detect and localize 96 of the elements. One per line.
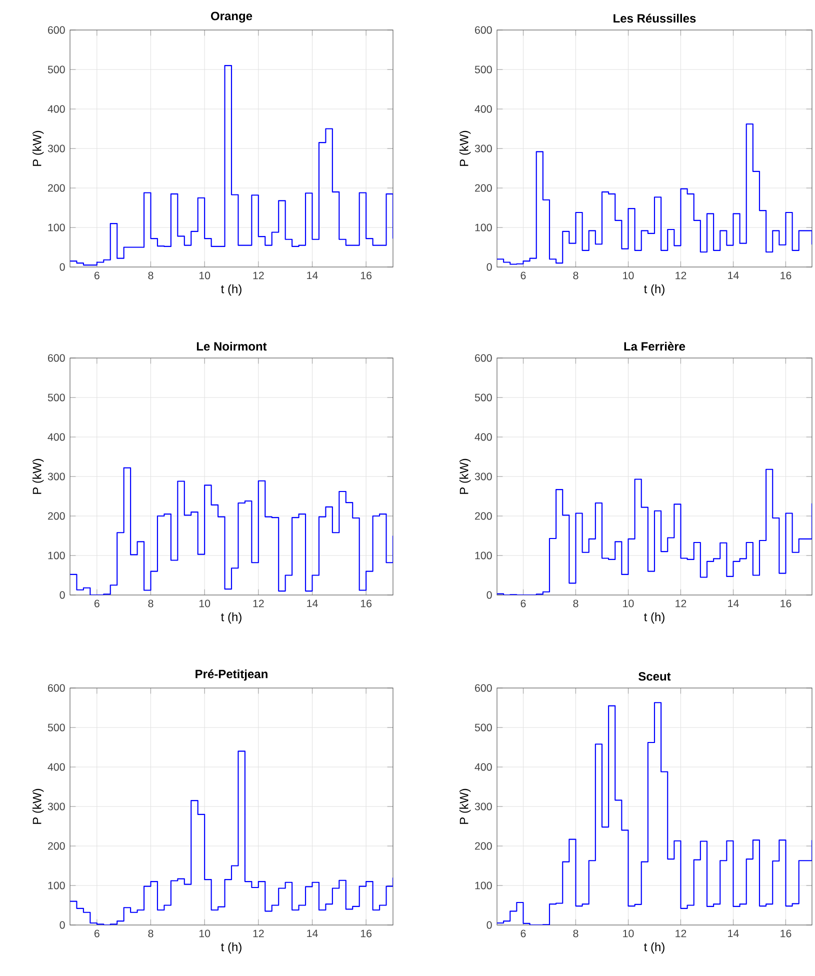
y-tick-label: 600 [48, 684, 65, 692]
chart-title: Le Noirmont [196, 342, 267, 351]
x-tick-label: 10 [623, 272, 634, 280]
x-tick-label: 16 [780, 930, 792, 938]
x-tick-label: 10 [623, 930, 634, 938]
x-tick-label: 6 [520, 272, 526, 280]
y-tick-label: 300 [474, 144, 492, 152]
y-tick-label: 300 [48, 472, 65, 480]
y-tick-label: 100 [475, 224, 492, 232]
x-tick-label: 8 [573, 930, 578, 938]
x-tick-label: 16 [780, 600, 792, 608]
y-tick-label: 100 [48, 224, 65, 232]
y-tick-label: 600 [48, 354, 65, 362]
x-tick-label: 8 [573, 600, 578, 608]
y-tick-label: 0 [486, 921, 492, 929]
x-tick-label: 6 [94, 930, 100, 938]
y-axis-title: P (kW) [32, 458, 44, 494]
chart-title: Sceut [638, 672, 671, 681]
x-axis-title: t (h) [221, 284, 242, 296]
y-tick-label: 500 [474, 66, 492, 74]
y-tick-label: 600 [475, 354, 492, 362]
y-tick-label: 100 [48, 882, 65, 890]
x-tick-label: 10 [199, 930, 210, 938]
y-tick-label: 600 [48, 26, 65, 34]
x-tick-label: 16 [360, 600, 372, 608]
y-axis-title: P (kW) [32, 788, 44, 824]
x-tick-label: 6 [94, 600, 100, 608]
x-tick-label: 6 [520, 930, 526, 938]
y-tick-label: 200 [475, 842, 492, 850]
x-tick-label: 12 [253, 272, 264, 280]
y-axis-title: P (kW) [459, 788, 471, 824]
y-tick-label: 500 [48, 66, 65, 74]
y-tick-label: 0 [60, 263, 65, 271]
y-tick-label: 400 [48, 763, 65, 771]
chart-title: Orange [210, 12, 252, 23]
x-tick-label: 8 [148, 272, 154, 280]
y-tick-label: 300 [48, 802, 65, 810]
y-tick-label: 200 [48, 184, 65, 192]
x-tick-label: 8 [573, 272, 578, 280]
x-tick-label: 12 [253, 600, 264, 608]
y-tick-label: 600 [475, 26, 492, 34]
y-tick-label: 0 [486, 263, 492, 271]
x-axis-title: t (h) [221, 942, 242, 954]
y-tick-label: 400 [474, 105, 492, 113]
y-tick-label: 600 [475, 684, 492, 692]
y-tick-label: 500 [474, 724, 492, 732]
x-axis-title: t (h) [644, 942, 664, 954]
y-tick-label: 200 [48, 512, 65, 520]
y-tick-label: 300 [48, 144, 65, 152]
x-tick-label: 14 [307, 930, 318, 938]
x-tick-label: 10 [623, 600, 634, 608]
x-axis-title: t (h) [644, 612, 664, 624]
y-axis-title: P (kW) [459, 458, 471, 494]
y-tick-label: 100 [475, 552, 492, 560]
x-tick-label: 16 [360, 930, 372, 938]
chart-title: Pré-Petitjean [196, 669, 268, 681]
y-tick-label: 200 [475, 184, 492, 192]
y-tick-label: 500 [48, 724, 65, 732]
x-tick-label: 14 [728, 272, 739, 280]
y-tick-label: 0 [60, 591, 65, 599]
x-tick-label: 16 [780, 272, 792, 280]
x-axis-title: t (h) [644, 284, 664, 296]
x-axis-title: t (h) [221, 612, 242, 624]
y-tick-label: 200 [48, 842, 65, 850]
y-tick-label: 0 [60, 921, 65, 929]
y-tick-label: 200 [475, 512, 492, 520]
y-tick-label: 400 [474, 433, 492, 441]
x-tick-label: 10 [199, 600, 210, 608]
y-axis-title: P (kW) [32, 130, 44, 166]
x-tick-label: 16 [360, 272, 372, 280]
y-tick-label: 500 [474, 394, 492, 402]
x-tick-label: 14 [307, 272, 318, 280]
x-tick-label: 8 [148, 930, 154, 938]
y-tick-label: 0 [486, 591, 492, 599]
x-tick-label: 12 [676, 600, 686, 608]
x-tick-label: 12 [676, 930, 686, 938]
y-tick-label: 300 [474, 472, 492, 480]
x-tick-label: 12 [676, 272, 686, 280]
x-tick-label: 14 [728, 930, 739, 938]
y-tick-label: 400 [474, 763, 492, 771]
y-tick-label: 400 [48, 433, 65, 441]
y-tick-label: 300 [474, 802, 492, 810]
y-axis-title: P (kW) [459, 130, 471, 166]
x-tick-label: 10 [199, 272, 210, 280]
chart-title: La Ferrière [624, 342, 686, 351]
y-tick-label: 500 [48, 394, 65, 402]
x-tick-label: 14 [307, 600, 318, 608]
chart-title: Les Réussilles [614, 14, 696, 23]
x-tick-label: 6 [94, 272, 100, 280]
x-tick-label: 6 [520, 600, 526, 608]
x-tick-label: 14 [728, 600, 739, 608]
y-tick-label: 100 [475, 882, 492, 890]
y-tick-label: 100 [48, 552, 65, 560]
y-tick-label: 400 [48, 105, 65, 113]
x-tick-label: 12 [253, 930, 264, 938]
x-tick-label: 8 [148, 600, 154, 608]
